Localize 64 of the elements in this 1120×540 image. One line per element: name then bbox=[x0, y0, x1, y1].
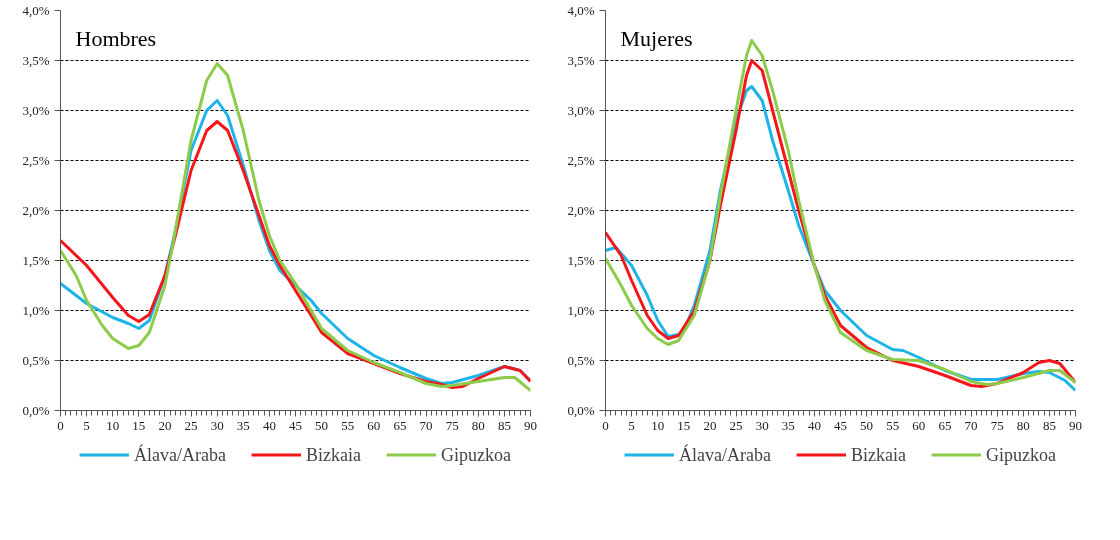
x-tick-label: 35 bbox=[236, 417, 250, 433]
legend-label: Bizkaia bbox=[850, 444, 906, 465]
y-tick-label: 0,0% bbox=[567, 403, 595, 418]
x-tick-label: 20 bbox=[158, 417, 172, 433]
x-tick-label: 85 bbox=[1042, 417, 1056, 433]
x-tick-label: 0 bbox=[602, 417, 609, 433]
x-tick-label: 90 bbox=[524, 417, 537, 433]
x-tick-label: 30 bbox=[210, 417, 224, 433]
x-tick-label: 35 bbox=[781, 417, 795, 433]
x-tick-label: 75 bbox=[445, 417, 459, 433]
y-tick-label: 3,0% bbox=[567, 103, 595, 118]
y-tick-label: 2,5% bbox=[22, 153, 50, 168]
x-tick-label: 40 bbox=[262, 417, 276, 433]
y-tick-label: 1,0% bbox=[22, 303, 50, 318]
x-tick-label: 40 bbox=[807, 417, 821, 433]
x-tick-label: 15 bbox=[132, 417, 146, 433]
x-tick-label: 50 bbox=[315, 417, 329, 433]
x-tick-label: 70 bbox=[964, 417, 978, 433]
x-tick-label: 65 bbox=[393, 417, 407, 433]
x-tick-label: 20 bbox=[703, 417, 717, 433]
x-tick-label: 75 bbox=[990, 417, 1004, 433]
y-tick-label: 2,0% bbox=[22, 203, 50, 218]
x-tick-label: 10 bbox=[106, 417, 120, 433]
legend-label: Álava/Araba bbox=[134, 444, 226, 465]
x-tick-label: 25 bbox=[184, 417, 198, 433]
x-tick-label: 80 bbox=[471, 417, 485, 433]
text: Mujeres bbox=[620, 25, 693, 51]
y-tick-label: 1,5% bbox=[22, 253, 50, 268]
x-tick-label: 25 bbox=[729, 417, 743, 433]
x-tick-label: 10 bbox=[651, 417, 665, 433]
x-tick-label: 45 bbox=[289, 417, 302, 433]
y-tick-label: 4,0% bbox=[22, 3, 50, 18]
y-tick-label: 4,0% bbox=[567, 3, 595, 18]
x-tick-label: 60 bbox=[367, 417, 381, 433]
y-tick-label: 0,5% bbox=[22, 353, 50, 368]
legend-label: Álava/Araba bbox=[679, 444, 771, 465]
y-tick-label: 3,5% bbox=[22, 53, 50, 68]
legend-label: Bizkaia bbox=[305, 444, 361, 465]
x-tick-label: 0 bbox=[57, 417, 64, 433]
x-tick-label: 5 bbox=[83, 417, 90, 433]
x-tick-label: 55 bbox=[886, 417, 900, 433]
y-tick-label: 1,0% bbox=[567, 303, 595, 318]
x-tick-label: 80 bbox=[1016, 417, 1030, 433]
x-tick-label: 90 bbox=[1069, 417, 1082, 433]
text: Hombres bbox=[75, 25, 157, 51]
x-tick-label: 60 bbox=[912, 417, 926, 433]
y-tick-label: 0,5% bbox=[567, 353, 595, 368]
y-tick-label: 3,5% bbox=[567, 53, 595, 68]
legend-label: Gipuzkoa bbox=[440, 444, 511, 465]
x-tick-label: 50 bbox=[860, 417, 874, 433]
x-tick-label: 65 bbox=[938, 417, 952, 433]
x-tick-label: 30 bbox=[755, 417, 769, 433]
legend-label: Gipuzkoa bbox=[985, 444, 1056, 465]
y-tick-label: 2,5% bbox=[567, 153, 595, 168]
y-tick-label: 1,5% bbox=[567, 253, 595, 268]
x-tick-label: 45 bbox=[834, 417, 847, 433]
x-tick-label: 55 bbox=[341, 417, 355, 433]
y-tick-label: 0,0% bbox=[22, 403, 50, 418]
x-tick-label: 85 bbox=[497, 417, 511, 433]
x-tick-label: 70 bbox=[419, 417, 433, 433]
x-tick-label: 15 bbox=[677, 417, 691, 433]
y-tick-label: 3,0% bbox=[22, 103, 50, 118]
y-tick-label: 2,0% bbox=[567, 203, 595, 218]
x-tick-label: 5 bbox=[628, 417, 635, 433]
